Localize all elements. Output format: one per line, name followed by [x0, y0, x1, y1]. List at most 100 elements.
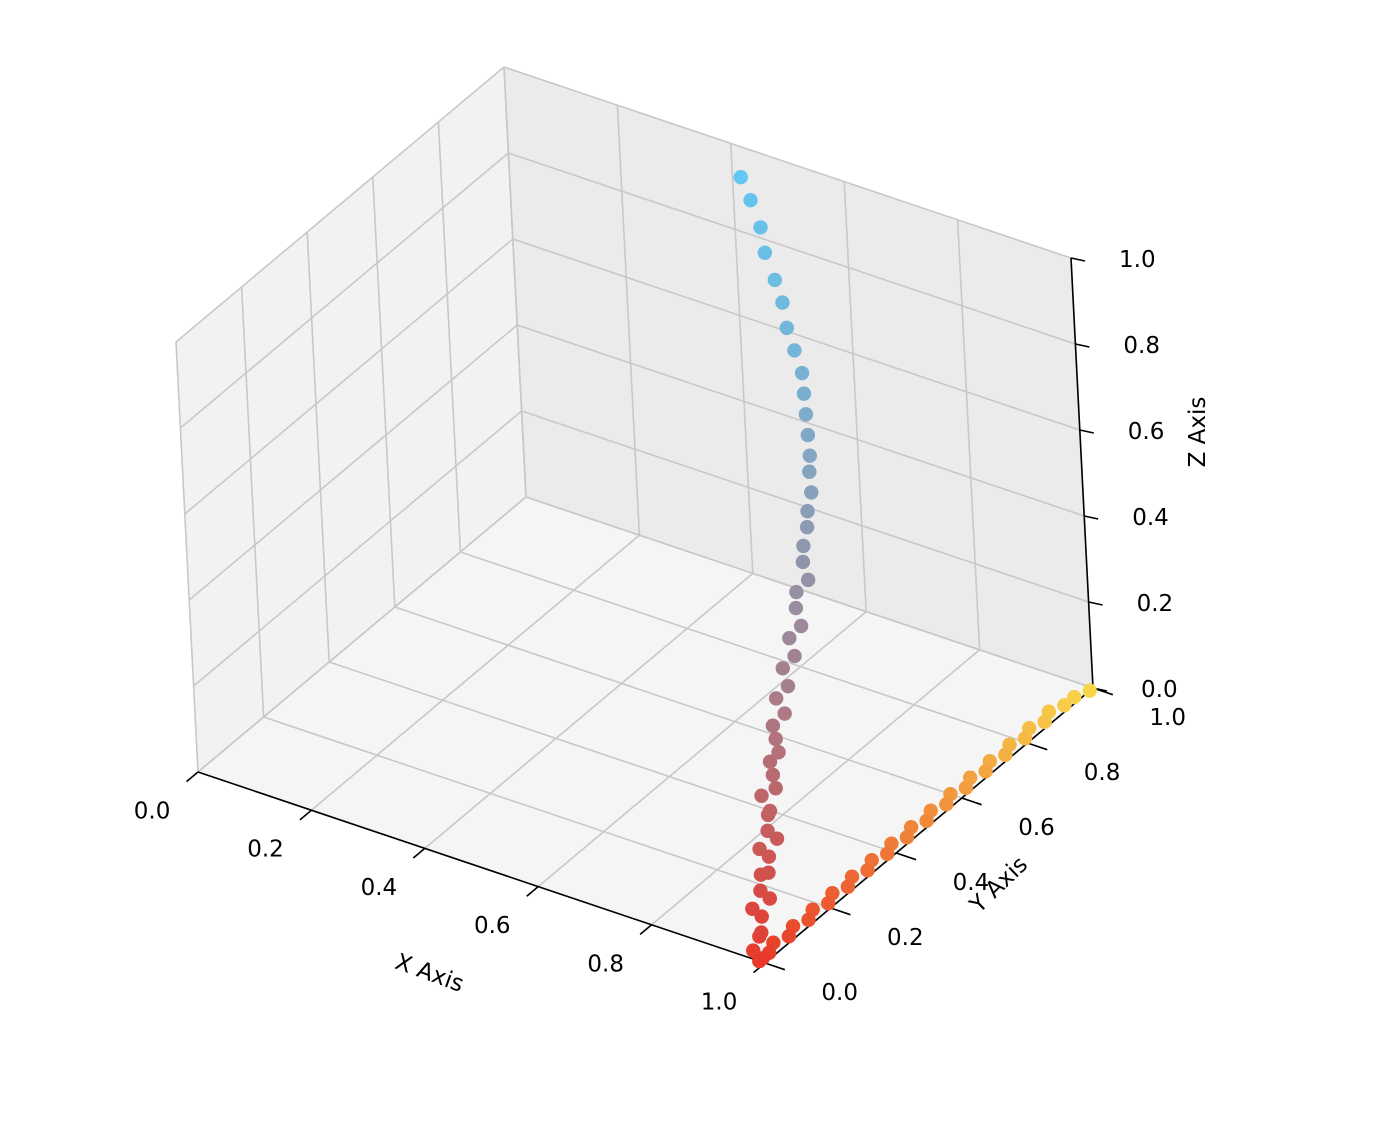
- x-tick-label: 0.2: [247, 837, 284, 863]
- grid-line: [525, 496, 1094, 689]
- data-point-series-1: [800, 427, 816, 443]
- grid-line: [730, 143, 754, 574]
- tick-labels: 0.0 0.0 0.0 0.2 0.2 0.2 0.4 0.4 0.4 0.6 0.6 0.6 0.8 0…: [134, 247, 1186, 1016]
- grid-line: [193, 410, 523, 687]
- data-point-series-1: [746, 943, 761, 958]
- grid-line: [179, 152, 509, 429]
- data-point-series-1: [754, 788, 769, 803]
- grid-line: [306, 231, 330, 663]
- data-point-series-1: [788, 600, 804, 616]
- data-point-series-1: [743, 192, 758, 208]
- y-tick: [764, 962, 786, 971]
- data-point-series-2: [752, 953, 767, 969]
- y-tick-label: 1.0: [1149, 705, 1186, 731]
- data-point-series-1: [802, 448, 817, 463]
- data-point-series-1: [761, 865, 776, 880]
- x-tick: [639, 924, 653, 936]
- z-tick: [1088, 601, 1103, 606]
- x-tick-label: 0.8: [587, 951, 624, 977]
- data-point-series-1: [768, 731, 783, 747]
- grid-line: [197, 496, 527, 773]
- data-point-series-1: [802, 464, 817, 479]
- data-point-series-1: [782, 630, 797, 646]
- data-point-series-1: [754, 925, 769, 940]
- x-tick-label: 1.0: [701, 990, 738, 1016]
- grid-line: [424, 572, 754, 850]
- data-point-series-2: [781, 929, 797, 944]
- data-point-series-1: [796, 538, 811, 554]
- data-point-series-1: [794, 365, 810, 381]
- data-point-series-1: [760, 823, 775, 839]
- z-tick-label: 1.0: [1119, 247, 1156, 273]
- data-point-series-2: [1082, 683, 1097, 698]
- data-point-series-1: [775, 661, 790, 676]
- data-point-series-1: [780, 679, 796, 694]
- grid-line: [188, 324, 518, 601]
- grid-line: [651, 649, 981, 926]
- data-point-series-1: [757, 245, 773, 260]
- z-tick-label: 0.2: [1137, 591, 1174, 617]
- data-point-series-1: [787, 648, 802, 664]
- data-point-series-1: [777, 706, 792, 721]
- data-point-series-1: [753, 883, 768, 898]
- z-tick-label: 0.4: [1132, 505, 1169, 531]
- data-point-series-1: [767, 272, 783, 288]
- y-tick-label: 0.8: [1084, 760, 1121, 786]
- grid-line: [956, 219, 981, 650]
- data-point-series-2: [919, 813, 934, 829]
- data-point-series-2: [1017, 731, 1033, 746]
- grid-line: [240, 286, 265, 718]
- data-point-series-1: [787, 343, 802, 358]
- x-axis-label: X Axis: [392, 949, 467, 998]
- data-point-series-1: [753, 220, 768, 235]
- grid-line: [394, 606, 963, 799]
- data-point-series-2: [939, 797, 954, 812]
- grid-line: [184, 238, 514, 515]
- data-point-series-1: [768, 781, 783, 796]
- data-point-series-1: [796, 386, 812, 401]
- z-tick: [1070, 257, 1086, 262]
- y-tick-label: 0.0: [821, 980, 858, 1006]
- data-point-series-2: [1037, 714, 1052, 730]
- data-point-series-1: [798, 407, 814, 422]
- axis-panes: [176, 67, 1093, 963]
- tick-marks: [186, 257, 1114, 974]
- data-point-series-1: [765, 718, 781, 733]
- grid-line: [460, 551, 1028, 744]
- grid-line: [508, 152, 1076, 345]
- data-point-series-1: [768, 691, 784, 706]
- grid-line: [516, 324, 1085, 517]
- z-tick-label: 0.0: [1141, 677, 1178, 703]
- data-points: [733, 170, 1097, 969]
- y-tick-label: 0.6: [1018, 815, 1055, 841]
- y-tick-label: 0.2: [887, 925, 924, 951]
- y-tick: [961, 797, 982, 806]
- x-tick-label: 0.0: [134, 799, 171, 825]
- y-tick: [1027, 742, 1048, 751]
- z-tick: [1084, 515, 1099, 520]
- data-point-series-2: [899, 830, 915, 845]
- x-tick: [186, 771, 199, 783]
- data-point-series-1: [789, 584, 804, 600]
- grid-line: [175, 66, 505, 343]
- z-tick: [1079, 429, 1094, 434]
- z-tick-label: 0.6: [1128, 419, 1165, 445]
- grid-line: [372, 176, 396, 608]
- data-point-series-1: [762, 754, 778, 769]
- data-point-series-2: [840, 879, 856, 895]
- grid-line: [175, 341, 199, 773]
- data-point-series-1: [799, 519, 815, 535]
- y-tick: [830, 907, 851, 916]
- grid-line: [616, 105, 641, 536]
- data-point-series-1: [779, 320, 794, 336]
- data-point-series-1: [752, 841, 767, 857]
- z-axis-label: Z Axis: [1185, 397, 1211, 468]
- x-axis-line: [197, 771, 766, 964]
- data-point-series-2: [998, 747, 1013, 763]
- z-tick-label: 0.8: [1123, 333, 1160, 359]
- grid-line: [537, 610, 867, 888]
- data-point-series-1: [765, 767, 781, 783]
- data-point-series-1: [793, 618, 809, 634]
- grid-line: [263, 716, 831, 909]
